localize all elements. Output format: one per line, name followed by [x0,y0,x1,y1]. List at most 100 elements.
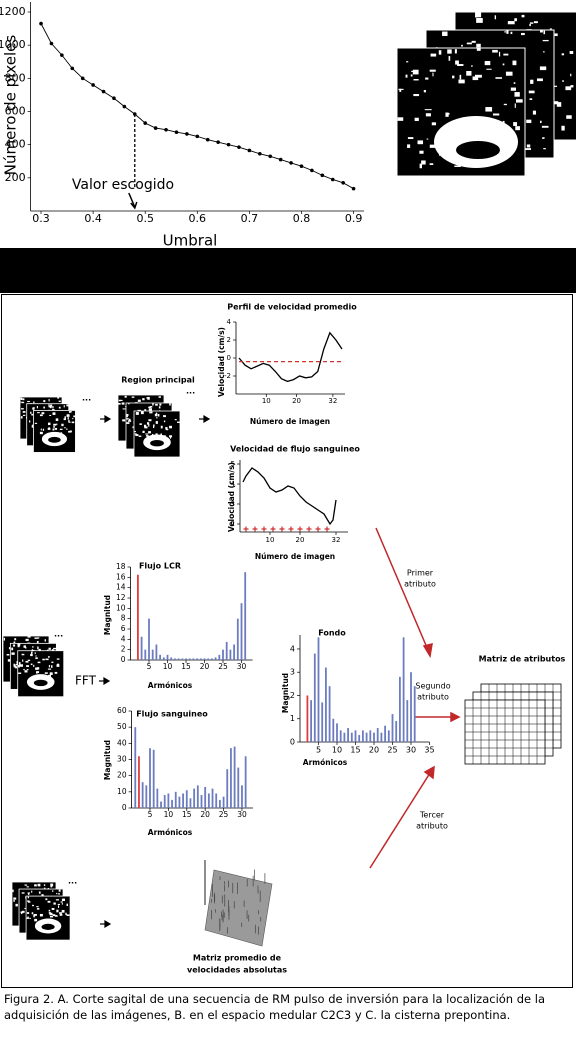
bar [199,658,202,660]
line [238,331,343,383]
point [153,126,158,130]
speckle [53,647,57,650]
speckle [149,406,153,408]
speckle [52,406,54,409]
speckle [12,889,14,893]
speckle [128,418,131,422]
annotation: Valor escogido [72,177,174,193]
y-tick-label: 10 [117,787,127,796]
speckle [34,918,38,922]
speckle [413,94,420,97]
x-tick-label: 5 [316,746,321,755]
speckle [68,419,70,423]
speckle [514,92,520,97]
speckle [476,48,481,51]
bar [406,700,409,742]
speckle [56,892,58,895]
speckle [66,903,68,907]
speckle [35,667,38,670]
bar [222,649,224,660]
speckle [44,639,46,642]
speckle [514,103,516,108]
ellipsis: ... [82,394,91,403]
bar [365,732,368,742]
speckle [413,78,419,81]
speckle [63,418,66,421]
speckle [73,415,76,418]
speckle [13,897,17,900]
speckle [505,71,513,76]
bar [229,649,232,660]
speckle [513,82,516,84]
speckle [20,911,24,914]
speckle [56,909,59,913]
speckle [458,79,465,84]
speckle [66,404,70,407]
speckle [11,647,14,651]
speckle [59,913,63,916]
speckle [48,909,51,912]
speckle [31,413,34,416]
speckle [49,912,53,916]
x-tick-label: 10 [332,746,342,755]
speckle [58,400,61,402]
bar [159,654,161,660]
bar [211,658,213,660]
speckle [472,76,479,81]
speckle [485,107,493,112]
bar [137,574,139,660]
speckle [144,409,147,411]
point [70,66,75,71]
speckle [39,913,43,917]
bar [225,641,228,660]
speckle [49,915,53,918]
x-tick-label: 15 [181,662,191,671]
bar [140,636,143,660]
y-tick-label: 1 [290,714,295,723]
speckle [26,917,30,919]
bar [149,748,151,808]
y-axis-label: Velocidad (cm/s) [227,462,236,532]
speckle [495,77,503,79]
bar [354,730,357,742]
y-tick-label: 600 [5,105,26,118]
speckle [13,641,16,644]
speckle [69,430,72,433]
speckle [53,423,57,426]
speckle [22,659,24,662]
speckle [466,70,472,76]
speckle [540,120,542,124]
speckle [65,912,67,916]
bar [200,795,203,808]
speckle [64,416,66,419]
speckle [15,903,18,907]
y-tick-label: 1000 [0,38,26,51]
ellipsis: ... [68,877,77,886]
speckle [24,907,26,910]
speckle [406,61,409,63]
speckle [431,122,437,126]
speckle [486,68,492,70]
x-tick-label: 25 [219,810,229,819]
chart-title: Velocidad de flujo sanguineo [230,445,360,454]
y-tick-label: 4 [231,480,236,488]
point [289,161,293,165]
y-tick-label: 4 [121,634,126,643]
speckle [476,43,481,48]
attribute-label: atributo [416,822,448,831]
speckle [34,884,37,887]
attribute-label: atributo [417,693,449,702]
speckle [37,637,40,639]
x-tick-label: 5 [148,810,153,819]
point [320,173,325,178]
bar [156,788,159,808]
speckle [26,886,29,888]
speckle [70,411,72,413]
speckle [529,23,531,27]
speckle [29,420,31,423]
speckle [539,66,547,71]
speckle [33,914,35,918]
speckle [27,896,29,899]
speckle [43,406,45,409]
speckle [159,403,162,406]
